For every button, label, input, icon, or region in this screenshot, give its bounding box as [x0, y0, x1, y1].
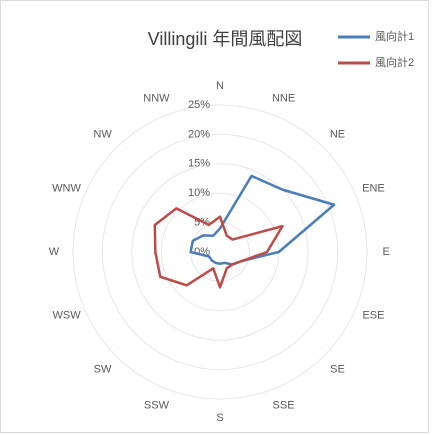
legend-label: 風向計1 — [375, 29, 414, 43]
r-tick-label: 15% — [188, 158, 210, 170]
legend-label: 風向計2 — [375, 55, 414, 69]
chart-title: Villingili 年間風配図 — [148, 29, 303, 49]
category-label: NNW — [143, 92, 170, 104]
r-tick-label: 25% — [188, 99, 210, 111]
category-label: SSW — [144, 399, 170, 411]
category-label: W — [49, 246, 60, 258]
grid-circle — [131, 163, 309, 341]
category-label: SE — [330, 363, 345, 375]
category-label: S — [216, 412, 223, 424]
series-line — [189, 174, 336, 266]
category-label: SW — [94, 363, 112, 375]
grid-circle — [101, 133, 339, 371]
category-label: N — [216, 80, 224, 92]
category-label: NW — [93, 128, 112, 140]
series-line — [153, 207, 284, 289]
category-label: WNW — [52, 182, 81, 194]
category-label: ENE — [362, 182, 385, 194]
category-label: NE — [330, 128, 345, 140]
grid-circle — [72, 104, 368, 400]
category-label: ESE — [362, 309, 384, 321]
category-label: SSE — [273, 399, 295, 411]
category-label: WSW — [52, 309, 81, 321]
category-label: E — [382, 246, 389, 258]
category-label: NNE — [272, 92, 295, 104]
r-tick-label: 20% — [188, 128, 210, 140]
r-tick-label: 10% — [188, 187, 210, 199]
